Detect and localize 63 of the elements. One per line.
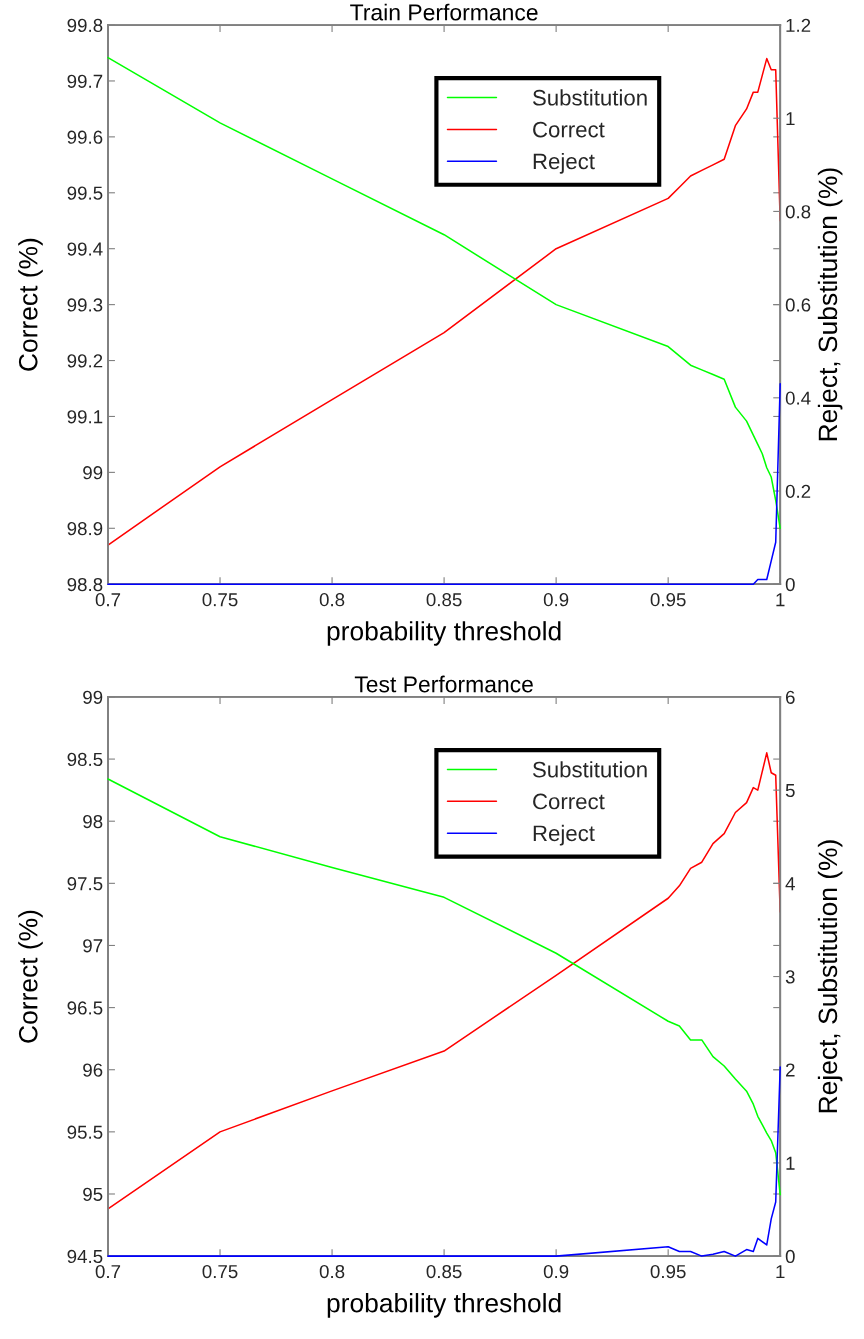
y2-tick-label: 0 [785, 577, 795, 592]
x-tick-label: 0.95 [650, 1264, 686, 1279]
y2-axis-title: Reject, Substitution (%) [817, 168, 843, 441]
y-tick-label: 97.5 [67, 877, 103, 891]
y-axis-title: Correct (%) [18, 910, 43, 1043]
legend-label: Substitution [532, 761, 647, 778]
x-tick-label: 0.9 [543, 1264, 569, 1279]
y-tick-label: 97 [83, 939, 103, 953]
legend-label: Substitution [532, 89, 647, 106]
y-tick-label: 98.8 [67, 577, 103, 592]
x-tick-label: 0.7 [95, 593, 121, 607]
y-tick-label: 99.1 [67, 410, 103, 424]
y-tick-label: 99 [83, 466, 103, 480]
legend-label: Correct [533, 121, 605, 138]
y-tick-label: 95 [83, 1187, 103, 1201]
y-tick-label: 96.5 [67, 1001, 103, 1015]
x-tick-label: 1 [776, 593, 785, 607]
y-tick-label: 99 [83, 690, 103, 704]
y-tick-label: 96 [83, 1063, 103, 1077]
x-tick-label: 0.8 [319, 1264, 345, 1279]
y2-tick-label: 3 [785, 970, 795, 984]
y-tick-label: 99.8 [67, 18, 103, 33]
chart-title: Test Performance [354, 675, 533, 693]
y-tick-label: 95.5 [67, 1125, 103, 1139]
y2-tick-label: 0.2 [785, 484, 811, 498]
x-tick-label: 0.8 [319, 593, 345, 607]
y-tick-label: 98.9 [67, 521, 103, 536]
y2-tick-label: 4 [785, 877, 795, 891]
legend-label: Reject [533, 152, 595, 174]
x-tick-label: 0.75 [202, 593, 238, 607]
y-tick-label: 99.4 [67, 242, 103, 256]
y-tick-label: 98 [83, 814, 103, 829]
x-tick-label: 1 [776, 1265, 785, 1279]
y2-tick-label: 5 [785, 784, 795, 798]
y2-tick-label: 1 [786, 112, 795, 126]
y-tick-label: 99.2 [67, 354, 103, 368]
y2-tick-label: 1 [786, 1156, 795, 1170]
x-tick-label: 0.95 [650, 593, 686, 607]
x-tick-label: 0.85 [426, 593, 462, 607]
y2-tick-label: 2 [786, 1063, 795, 1077]
x-tick-label: 0.75 [202, 1264, 238, 1279]
legend-label: Correct [533, 793, 605, 810]
y2-tick-label: 1.2 [786, 18, 811, 32]
y2-tick-label: 0.6 [785, 298, 811, 312]
chart-title: Train Performance [350, 3, 538, 21]
y2-tick-label: 0.8 [785, 205, 811, 219]
y2-tick-label: 6 [786, 690, 795, 704]
y2-tick-label: 0.4 [785, 391, 811, 405]
y2-axis-title: Reject, Substitution (%) [817, 840, 843, 1113]
y-tick-label: 99.5 [67, 186, 103, 200]
x-tick-label: 0.9 [543, 593, 569, 607]
x-axis-title: probability threshold [327, 621, 561, 646]
legend-label: Reject [533, 824, 595, 846]
x-axis-title: probability threshold [327, 1293, 561, 1318]
y2-tick-label: 0 [785, 1249, 795, 1264]
y-axis-title: Correct (%) [18, 238, 43, 371]
x-tick-label: 0.7 [95, 1264, 121, 1279]
y-tick-label: 99.3 [67, 298, 103, 312]
y-tick-label: 98.5 [67, 752, 103, 767]
x-tick-label: 0.85 [426, 1264, 462, 1279]
y-tick-label: 94.5 [67, 1249, 103, 1264]
y-tick-label: 99.7 [67, 74, 103, 88]
y-tick-label: 99.6 [67, 130, 103, 144]
